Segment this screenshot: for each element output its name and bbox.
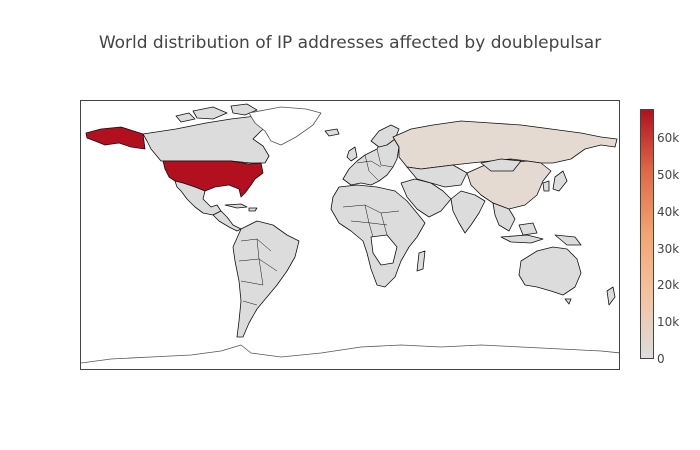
region-hispaniola[interactable] [248,207,258,212]
region-canada[interactable] [142,115,272,164]
region-cuba[interactable] [224,203,248,209]
region-indonesia[interactable] [500,234,544,244]
region-iceland[interactable] [324,128,340,137]
chart-title: World distribution of IP addresses affec… [98,33,602,53]
colorbar-tick-label: 20k [657,278,680,293]
region-india[interactable] [450,190,486,234]
region-australia[interactable] [518,246,582,296]
colorbar-tick-label: 40k [657,204,680,219]
region-mongolia[interactable] [480,158,522,172]
colorbar [640,109,654,359]
region-madagascar[interactable] [416,250,426,272]
colorbar-tick-label: 0 [657,352,665,366]
region-europe-borders [356,148,394,182]
region-central-asia[interactable] [406,164,468,188]
region-new-zealand[interactable] [606,286,616,306]
colorbar-tick-label: 10k [657,315,680,330]
region-south-america[interactable] [232,220,300,338]
region-central-america[interactable] [212,210,242,232]
region-tasmania[interactable] [564,298,572,305]
region-usa[interactable] [162,160,264,198]
region-southeast-asia[interactable] [492,202,516,232]
colorbar-tick-label: 30k [657,241,680,256]
colorbar-tick-label: 50k [657,168,680,183]
region-south-america-borders [238,238,278,306]
region-africa-borders [342,204,400,238]
region-new-guinea[interactable] [554,234,582,246]
map-area[interactable] [80,100,620,370]
region-uk[interactable] [346,146,358,162]
region-japan[interactable] [552,170,568,192]
region-canada-islands-1 [192,106,228,120]
region-scandinavia[interactable] [370,124,400,148]
region-canada-islands-3 [175,112,196,123]
region-alaska[interactable] [85,126,146,150]
region-antarctica [81,344,619,364]
colorbar-tick-label: 60k [657,131,680,146]
world-map [81,103,619,364]
region-borneo[interactable] [518,222,538,236]
region-korea[interactable] [542,180,550,192]
region-greenland [248,106,322,146]
